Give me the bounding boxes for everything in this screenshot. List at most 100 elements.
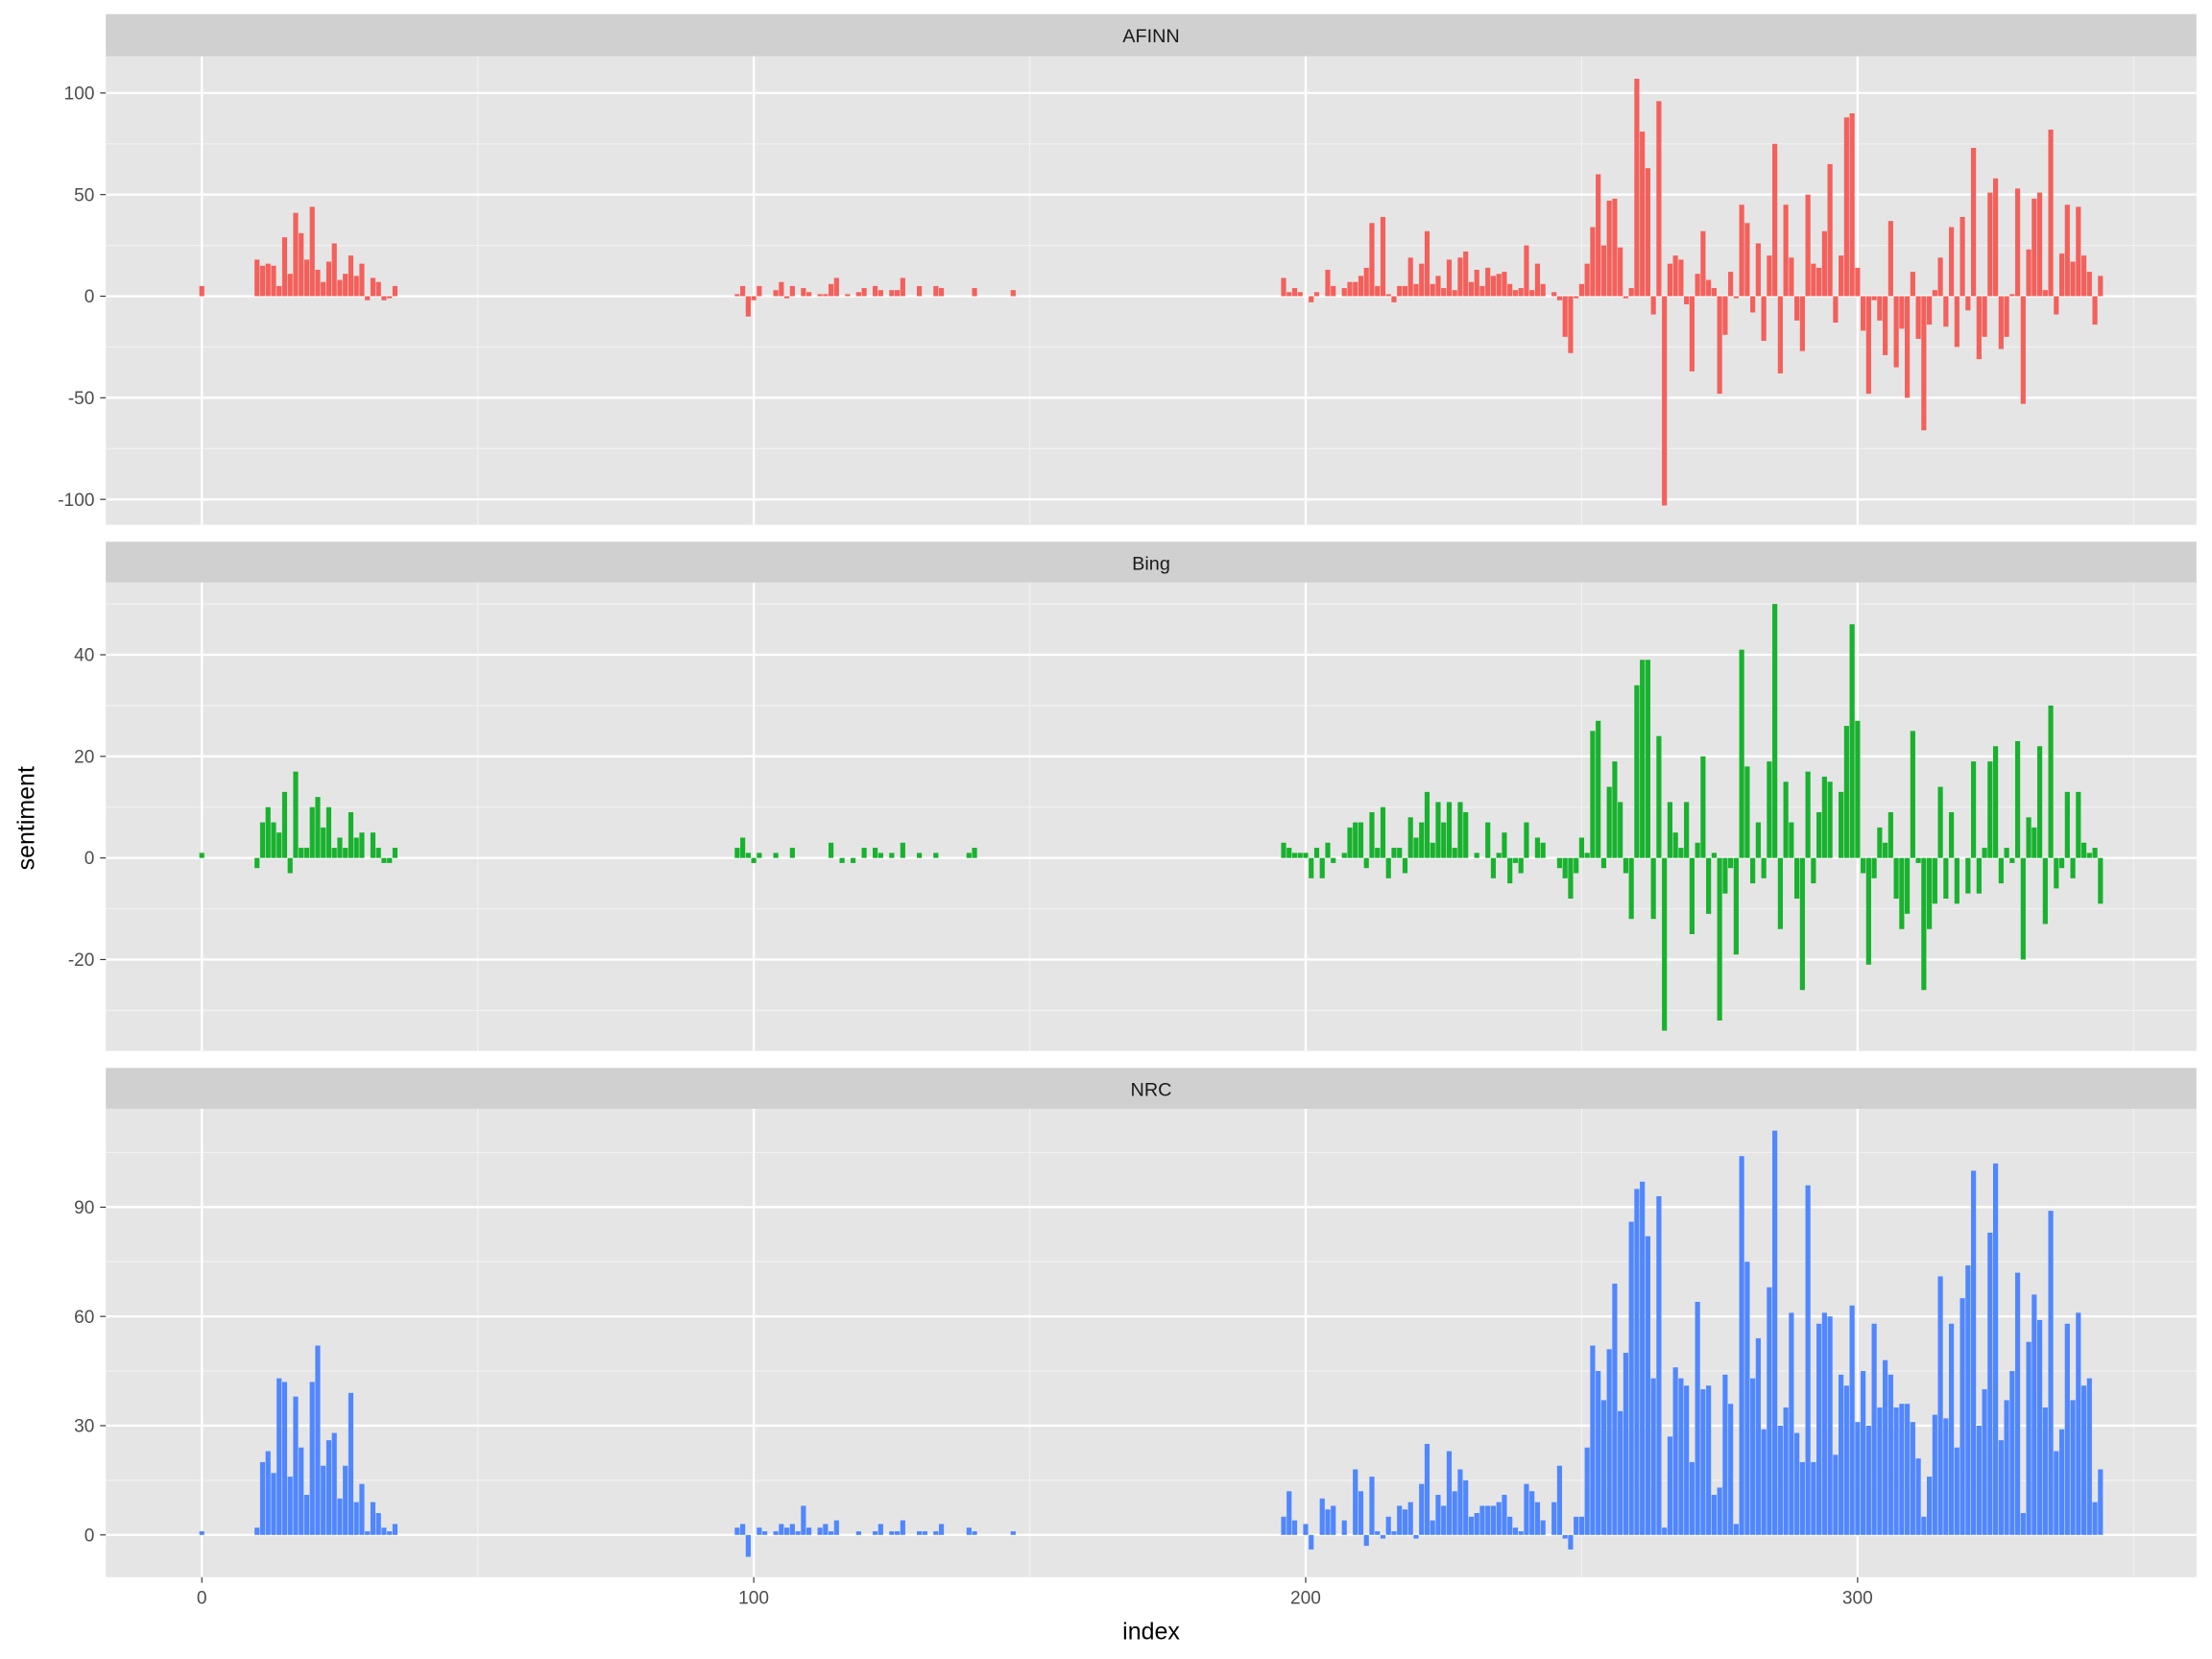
bar: [745, 296, 751, 317]
bar: [1578, 1516, 1585, 1535]
bar: [2092, 296, 2098, 325]
bar: [1369, 223, 1375, 297]
bar: [861, 288, 867, 297]
bar: [303, 259, 310, 297]
bar: [1341, 1520, 1347, 1535]
bar: [1286, 1491, 1292, 1535]
bar: [734, 1527, 740, 1535]
bar: [1468, 281, 1475, 297]
bar: [1789, 1312, 1794, 1535]
bar: [1667, 263, 1672, 297]
bar: [1695, 842, 1700, 858]
bar: [309, 1382, 315, 1535]
bar: [1650, 857, 1656, 920]
bar: [315, 270, 321, 297]
bar: [348, 812, 354, 858]
bar: [1811, 857, 1816, 884]
bar: [359, 263, 365, 297]
bar: [878, 290, 883, 297]
bar: [2070, 857, 2076, 878]
bar: [1954, 1447, 1960, 1535]
bar: [1618, 247, 1623, 297]
bar: [1435, 1495, 1441, 1535]
bar: [1937, 257, 1943, 297]
bar: [1353, 1469, 1358, 1535]
bar: [789, 285, 795, 297]
bar: [2092, 848, 2098, 858]
bar: [2098, 276, 2104, 297]
bar: [784, 296, 790, 299]
bar: [1385, 857, 1391, 878]
bar: [1574, 1516, 1579, 1535]
bar: [1992, 178, 1999, 297]
bar: [2032, 827, 2037, 858]
bar: [1457, 1469, 1463, 1535]
bar: [1645, 168, 1650, 297]
bar: [1502, 272, 1507, 297]
bar: [1380, 216, 1386, 297]
bar: [1297, 853, 1303, 858]
bar: [1700, 1389, 1706, 1535]
bar: [1363, 267, 1369, 297]
bar: [1772, 604, 1778, 858]
bar: [1789, 822, 1794, 858]
bar: [1794, 857, 1800, 899]
bar: [303, 1495, 310, 1535]
bar: [1286, 848, 1292, 858]
bar: [2020, 296, 2026, 404]
bar: [1612, 1284, 1618, 1535]
bar: [1640, 132, 1646, 297]
bar: [1363, 1534, 1369, 1547]
bar: [1507, 857, 1513, 884]
bar: [2048, 129, 2054, 297]
bar: [1347, 281, 1353, 297]
bar: [773, 853, 779, 858]
bar: [2054, 1451, 2059, 1535]
bar: [845, 294, 851, 297]
bar: [1943, 857, 1949, 899]
bar: [1739, 649, 1744, 858]
bar: [745, 1534, 751, 1557]
bar: [1861, 1371, 1866, 1535]
bar: [1612, 198, 1618, 297]
bar: [271, 265, 276, 297]
bar: [1761, 857, 1767, 878]
bar: [972, 848, 977, 858]
bar: [1556, 296, 1563, 301]
bar: [900, 277, 905, 297]
bar: [1596, 174, 1601, 297]
panel-background: [106, 56, 2197, 525]
bar: [1397, 848, 1403, 858]
bar: [1750, 1378, 1756, 1535]
bar: [1424, 791, 1431, 858]
bar: [1568, 1534, 1574, 1550]
bar: [1297, 292, 1303, 297]
bar: [1789, 257, 1794, 297]
bar: [1512, 1527, 1519, 1535]
bar: [1313, 848, 1320, 858]
bar: [1529, 1491, 1535, 1535]
bar: [2036, 192, 2043, 297]
bar: [370, 277, 376, 297]
bar: [1452, 290, 1457, 297]
bar: [2036, 746, 2043, 858]
bar: [1600, 1400, 1607, 1535]
bar: [1915, 857, 1921, 863]
bar: [1502, 1495, 1507, 1535]
bar: [1943, 296, 1949, 327]
bar: [1474, 270, 1479, 297]
bar: [1998, 857, 2004, 884]
bar: [381, 1527, 387, 1535]
facet-strip: [106, 541, 2197, 583]
bar: [1496, 1502, 1502, 1535]
bar: [1435, 276, 1441, 297]
bar: [2036, 1319, 2043, 1535]
bar: [1949, 812, 1955, 858]
bar: [1728, 272, 1734, 297]
facet-nrc: NRC 0 30 60 90: [74, 1068, 2197, 1577]
bar: [1839, 1374, 1844, 1535]
bar: [1010, 290, 1016, 297]
bar: [331, 243, 337, 297]
bar: [1319, 857, 1325, 878]
